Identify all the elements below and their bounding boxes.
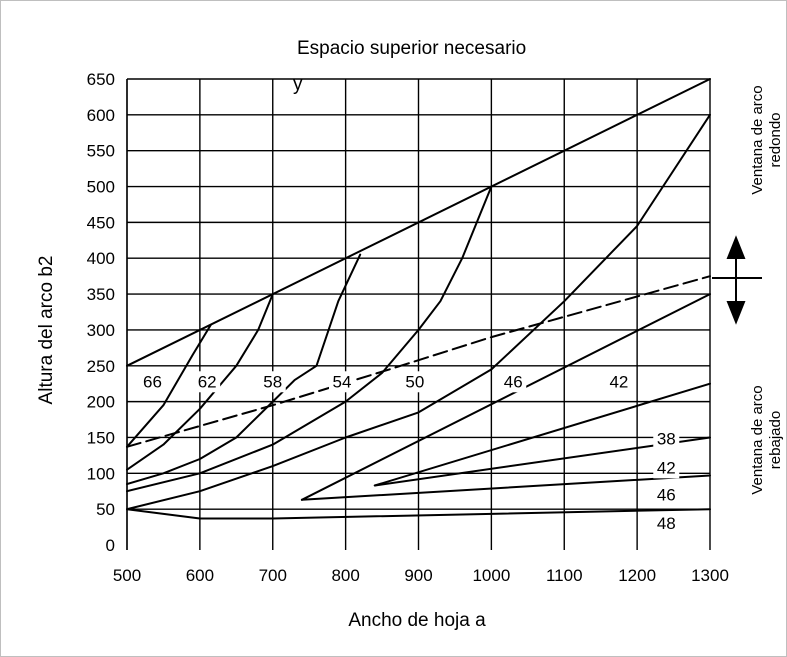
y-tick-label-10: 500 xyxy=(87,178,115,197)
y-tick-label-11: 550 xyxy=(87,142,115,161)
x-tick-label-4: 900 xyxy=(404,566,432,585)
side-label-segmental-line1: Ventana de arco xyxy=(749,385,766,494)
gridlines xyxy=(126,78,711,550)
series-line-8 xyxy=(373,382,711,487)
series-label-8: 42 xyxy=(657,458,676,477)
series-label-bg-8 xyxy=(653,457,680,479)
y-tick-label-4: 200 xyxy=(87,393,115,412)
y-tick-label-6: 300 xyxy=(87,321,115,340)
series-line-5 xyxy=(126,113,711,511)
y-tick-label-9: 450 xyxy=(87,213,115,232)
side-label-round: Ventana de arco redondo xyxy=(749,85,784,194)
y-tick-label-12: 600 xyxy=(87,106,115,125)
series-line-7 xyxy=(300,474,711,501)
series-label-bg-10 xyxy=(653,513,680,535)
y-tick-label-2: 100 xyxy=(87,464,115,483)
series-label-9: 46 xyxy=(657,486,676,505)
series-label-3: 54 xyxy=(333,372,352,391)
x-tick-label-7: 1200 xyxy=(618,566,656,585)
series-label-bg-4 xyxy=(401,371,428,393)
x-tick-label-8: 1300 xyxy=(691,566,729,585)
series-line-0 xyxy=(126,78,711,367)
x-tick-label-1: 600 xyxy=(186,566,214,585)
y-tick-label-5: 250 xyxy=(87,357,115,376)
series-label-bg-9 xyxy=(653,484,680,506)
series-label-bg-0 xyxy=(139,371,166,393)
series-label-1: 62 xyxy=(198,372,217,391)
series-label-0: 66 xyxy=(143,372,162,391)
chart-title-line2: y xyxy=(293,74,303,95)
series-line-1 xyxy=(126,323,212,448)
boundary-double-arrow-icon xyxy=(712,235,762,325)
x-tick-label-5: 1000 xyxy=(472,566,510,585)
series-label-bg-5 xyxy=(500,371,527,393)
tick-labels: 500 600 700 800 900 1000 1100 1200 1300 0 50 100 150… xyxy=(87,70,729,585)
x-tick-label-2: 700 xyxy=(259,566,287,585)
series-label-bg-1 xyxy=(194,371,221,393)
x-tick-label-3: 800 xyxy=(331,566,359,585)
series-label-7: 38 xyxy=(657,430,676,449)
series-line-6 xyxy=(300,293,711,501)
y-tick-label-0: 0 xyxy=(106,536,115,555)
side-label-segmental-line2: rebajado xyxy=(767,411,784,469)
y-tick-label-7: 350 xyxy=(87,285,115,304)
side-label-round-line1: Ventana de arco xyxy=(749,85,766,194)
series-label-bg-2 xyxy=(259,371,286,393)
series-line-11 xyxy=(126,275,711,448)
series-lines xyxy=(126,78,711,520)
y-tick-label-1: 50 xyxy=(96,500,115,519)
series-label-bg-3 xyxy=(328,371,355,393)
series-label-6: 42 xyxy=(609,372,628,391)
side-label-round-line2: redondo xyxy=(767,112,784,167)
y-tick-label-13: 650 xyxy=(87,70,115,89)
series-label-bg-6 xyxy=(605,371,632,393)
series-label-5: 46 xyxy=(504,372,523,391)
series-label-2: 58 xyxy=(263,372,282,391)
x-tick-label-0: 500 xyxy=(113,566,141,585)
series-label-10: 48 xyxy=(657,514,676,533)
series-line-10 xyxy=(126,508,711,520)
series-labels: 66 62 58 54 50 46 42 38 42 46 48 xyxy=(139,371,680,535)
y-tick-label-8: 400 xyxy=(87,249,115,268)
series-line-4 xyxy=(126,185,493,493)
y-axis-title: Altura del arco b2 xyxy=(36,256,57,405)
series-label-4: 50 xyxy=(405,372,424,391)
chart-title: Espacio superior necesario xyxy=(297,38,526,59)
x-axis-title: Ancho de hoja a xyxy=(348,610,486,631)
side-label-segmental: Ventana de arco rebajado xyxy=(749,385,784,494)
series-line-3 xyxy=(126,253,362,486)
y-tick-label-3: 150 xyxy=(87,428,115,447)
x-tick-label-6: 1100 xyxy=(546,566,583,585)
series-label-bg-7 xyxy=(653,428,680,450)
